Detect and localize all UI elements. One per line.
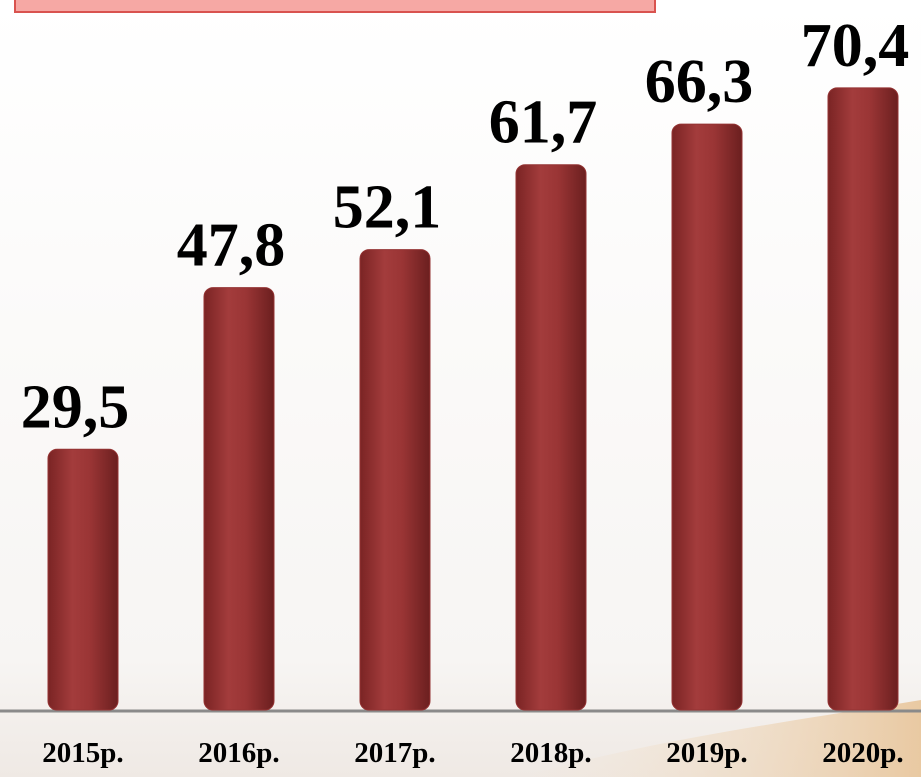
x-tick-label: 2017р. (354, 737, 435, 769)
value-label: 52,1 (333, 174, 442, 242)
bar (515, 164, 587, 711)
x-tick-label: 2019р. (666, 737, 747, 769)
bar (47, 448, 119, 711)
bar (203, 287, 275, 711)
x-tick-label: 2016р. (198, 737, 279, 769)
decor-swirl (520, 700, 921, 777)
bar (359, 249, 431, 711)
bar (671, 123, 743, 711)
value-label: 70,4 (801, 12, 910, 80)
value-label: 61,7 (489, 89, 598, 157)
value-label: 47,8 (177, 212, 286, 280)
value-label: 29,5 (21, 373, 130, 441)
bar (827, 87, 899, 711)
x-tick-label: 2015р. (42, 737, 123, 769)
x-tick-label: 2020р. (822, 737, 903, 769)
header-box (14, 0, 656, 13)
x-tick-label: 2018р. (510, 737, 591, 769)
value-label: 66,3 (645, 48, 754, 116)
